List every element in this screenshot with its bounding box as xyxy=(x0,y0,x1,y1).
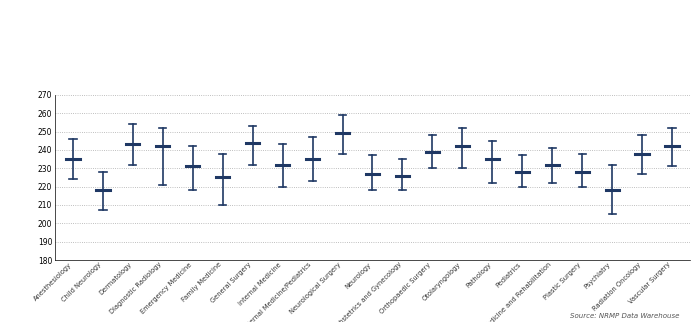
Text: Source: NRMP Data Warehouse: Source: NRMP Data Warehouse xyxy=(570,313,679,319)
Text: Chart
6: Chart 6 xyxy=(13,32,55,62)
